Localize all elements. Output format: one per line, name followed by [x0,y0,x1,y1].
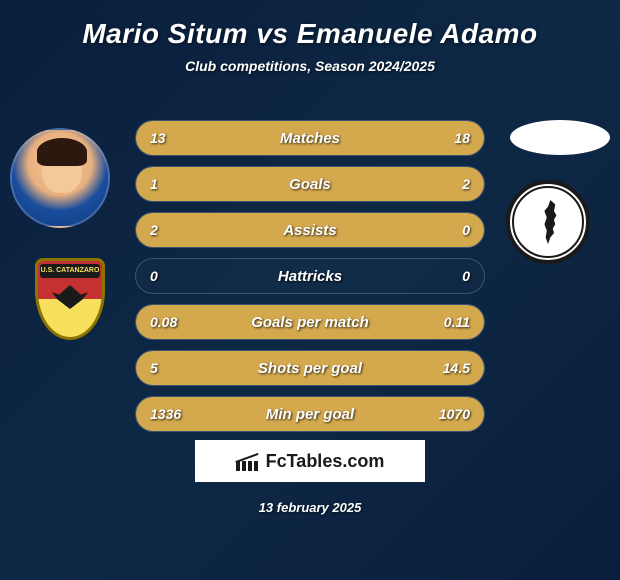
stat-row: 1336Min per goal1070 [135,396,485,432]
player-right-avatar [510,120,610,155]
chart-icon [236,451,260,471]
player-left-avatar [10,128,110,228]
subtitle: Club competitions, Season 2024/2025 [0,58,620,74]
seahorse-icon [536,200,560,244]
page-title: Mario Situm vs Emanuele Adamo [0,0,620,50]
stat-row: 0Hattricks0 [135,258,485,294]
stat-label: Assists [136,222,484,239]
stat-label: Shots per goal [136,360,484,377]
stats-container: 13Matches181Goals22Assists00Hattricks00.… [135,120,485,442]
stat-row: 13Matches18 [135,120,485,156]
stat-row: 0.08Goals per match0.11 [135,304,485,340]
stat-value-right: 0.11 [444,314,470,330]
stat-row: 1Goals2 [135,166,485,202]
stat-value-right: 18 [454,130,470,146]
stat-value-right: 0 [462,222,470,238]
stat-value-right: 2 [462,176,470,192]
stat-value-right: 1070 [439,406,470,422]
stat-value-right: 14.5 [443,360,470,376]
stat-label: Hattricks [136,268,484,285]
stat-row: 2Assists0 [135,212,485,248]
stat-label: Matches [136,130,484,147]
player-right-club-badge [506,180,590,264]
stat-label: Min per goal [136,406,484,423]
stat-label: Goals [136,176,484,193]
player-left-club-badge: U.S. CATANZARO [20,258,120,344]
date-label: 13 february 2025 [259,500,362,515]
stat-value-right: 0 [462,268,470,284]
stat-row: 5Shots per goal14.5 [135,350,485,386]
stat-label: Goals per match [136,314,484,331]
fctables-logo: FcTables.com [195,440,425,482]
logo-text: FcTables.com [266,451,385,472]
